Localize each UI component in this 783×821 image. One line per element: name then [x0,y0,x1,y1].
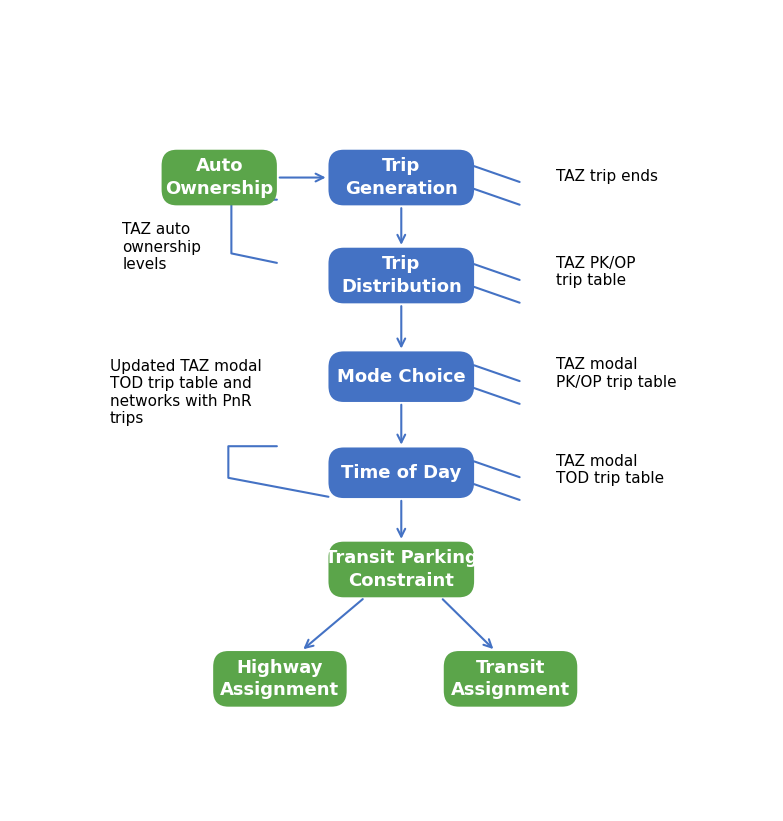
Text: Time of Day: Time of Day [341,464,461,482]
Text: Trip
Generation: Trip Generation [345,158,457,198]
Text: TAZ modal
PK/OP trip table: TAZ modal PK/OP trip table [556,357,677,390]
Text: Mode Choice: Mode Choice [337,368,466,386]
FancyBboxPatch shape [329,248,474,303]
FancyBboxPatch shape [161,149,277,205]
Text: Transit
Assignment: Transit Assignment [451,658,570,699]
Text: TAZ modal
TOD trip table: TAZ modal TOD trip table [556,454,664,486]
FancyBboxPatch shape [329,351,474,402]
Text: Updated TAZ modal
TOD trip table and
networks with PnR
trips: Updated TAZ modal TOD trip table and net… [110,359,262,426]
Text: Auto
Ownership: Auto Ownership [165,158,273,198]
FancyBboxPatch shape [213,651,347,707]
Text: Trip
Distribution: Trip Distribution [341,255,462,296]
Text: Transit Parking
Constraint: Transit Parking Constraint [325,549,478,589]
FancyBboxPatch shape [329,447,474,498]
FancyBboxPatch shape [329,149,474,205]
FancyBboxPatch shape [444,651,577,707]
Text: TAZ PK/OP
trip table: TAZ PK/OP trip table [556,255,636,288]
Text: Highway
Assignment: Highway Assignment [220,658,340,699]
FancyBboxPatch shape [329,542,474,598]
Text: TAZ auto
ownership
levels: TAZ auto ownership levels [122,222,201,272]
Text: TAZ trip ends: TAZ trip ends [556,169,658,185]
